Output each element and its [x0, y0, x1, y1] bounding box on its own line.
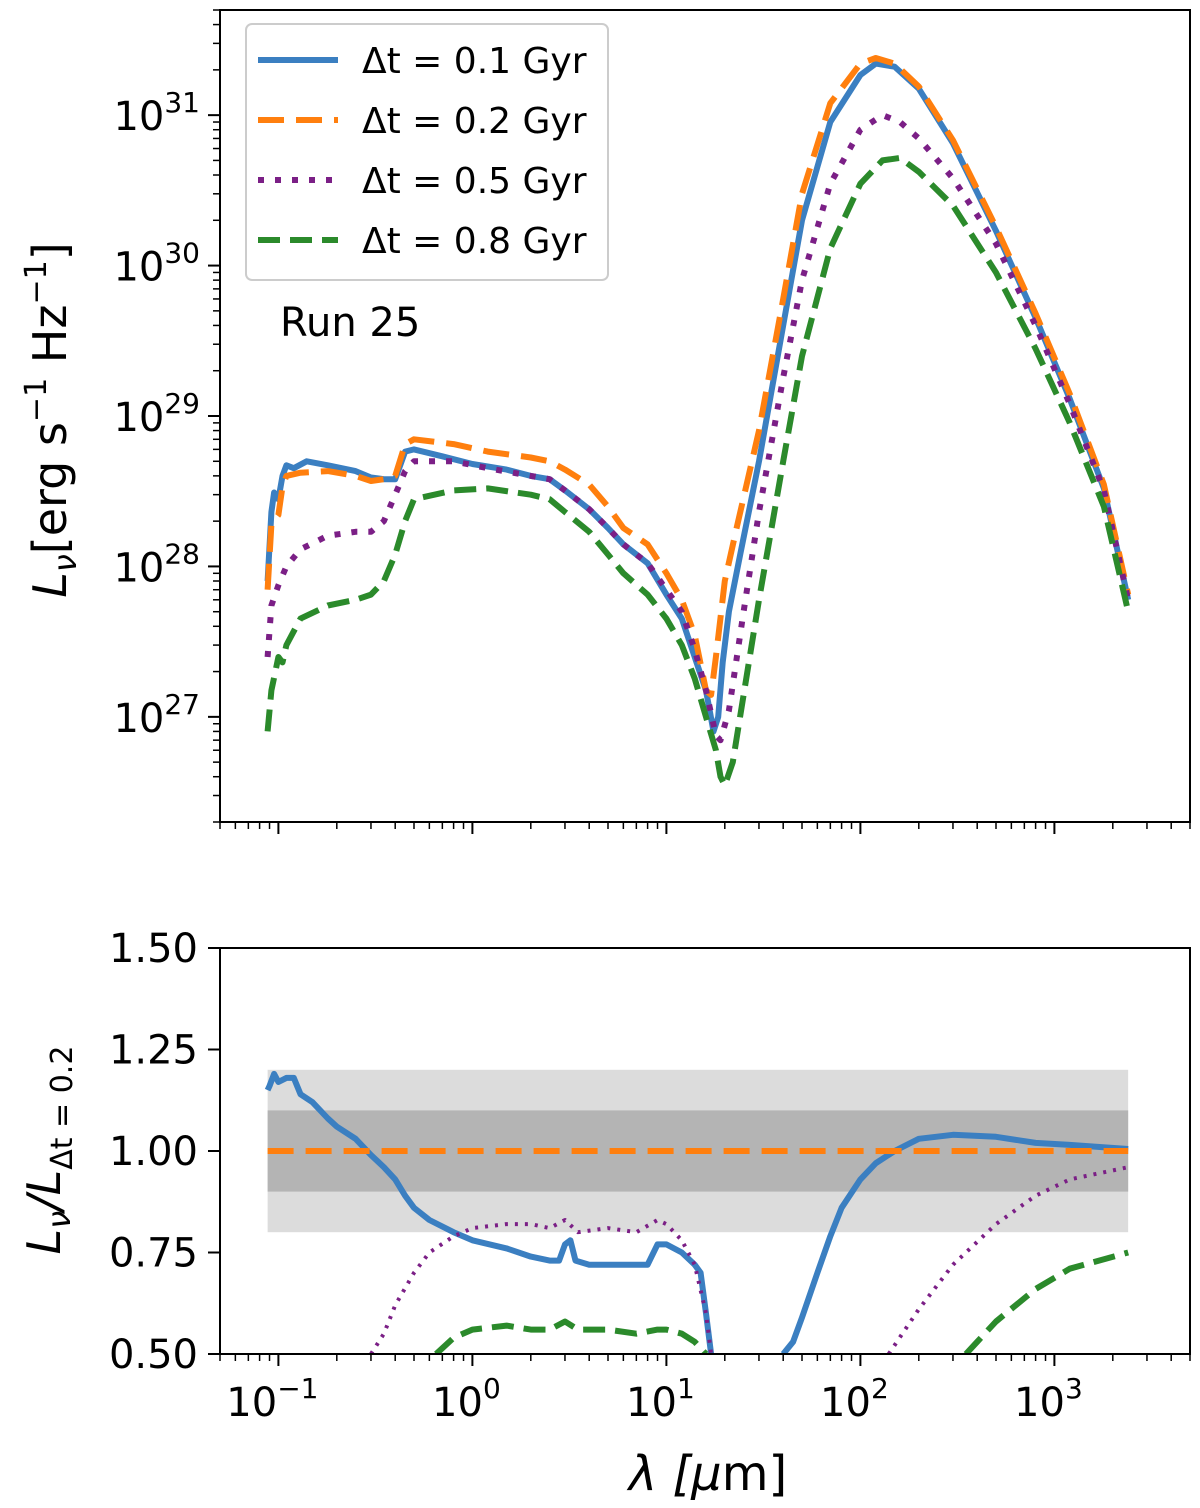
- top-series-line-0: [264, 60, 1132, 735]
- top-y-axis-label: Lν[erg s−1 Hz−1]: [19, 242, 84, 597]
- bottom-y-tick-label: 0.75: [109, 1231, 198, 1277]
- legend-label-3: Δt = 0.8 Gyr: [362, 221, 587, 262]
- bottom-x-tick-label: 10−1: [226, 1372, 318, 1426]
- bottom-y-tick-label: 1.50: [109, 926, 198, 972]
- top-y-tick-label: 1031: [113, 86, 200, 140]
- bottom-x-tick-label: 101: [626, 1372, 695, 1426]
- legend-label-0: Δt = 0.1 Gyr: [362, 41, 587, 82]
- ratio-series-line-5: [434, 1318, 709, 1354]
- legend: Δt = 0.1 Gyr Δt = 0.2 Gyr Δt = 0.5 Gyr Δt =…: [245, 23, 609, 281]
- bottom-x-tick-label: 102: [820, 1372, 889, 1426]
- top-series-line-2: [264, 112, 1132, 744]
- bottom-y-tick-label: 0.50: [109, 1332, 198, 1378]
- bottom-y-axis-label: Lν/LΔt = 0.2: [17, 1046, 80, 1255]
- ratio-series-line-3: [369, 1218, 714, 1354]
- top-y-tick-label: 1027: [113, 688, 200, 742]
- bottom-x-tick-label: 103: [1014, 1372, 1083, 1426]
- ratio-series-line-6: [963, 1249, 1130, 1354]
- legend-label-1: Δt = 0.2 Gyr: [362, 101, 587, 142]
- legend-label-2: Δt = 0.5 Gyr: [362, 161, 587, 202]
- top-y-tick-label: 1028: [113, 537, 200, 591]
- legend-box: [245, 23, 609, 281]
- ratio-series-line-1: [780, 1131, 1129, 1354]
- run-annotation: Run 25: [280, 300, 420, 346]
- ratio-series-line-0: [264, 1070, 715, 1354]
- top-y-tick-label: 1030: [113, 237, 200, 291]
- bottom-y-tick-label: 1.25: [109, 1028, 198, 1074]
- top-y-tick-label: 1029: [113, 387, 200, 441]
- bottom-y-tick-label: 1.00: [109, 1129, 198, 1175]
- top-series-line-3: [264, 154, 1132, 789]
- bottom-x-tick-label: 100: [432, 1372, 501, 1426]
- luminosity-panel: 1027 1028 1029 1030 1031: [113, 9, 1191, 834]
- top-series-line-1: [264, 55, 1132, 698]
- ratio-panel: 0.50 0.75 1.00 1.25 1.50 10−1 100 101 102 103: [109, 926, 1191, 1426]
- x-axis-label: λ [μm]: [626, 1446, 787, 1502]
